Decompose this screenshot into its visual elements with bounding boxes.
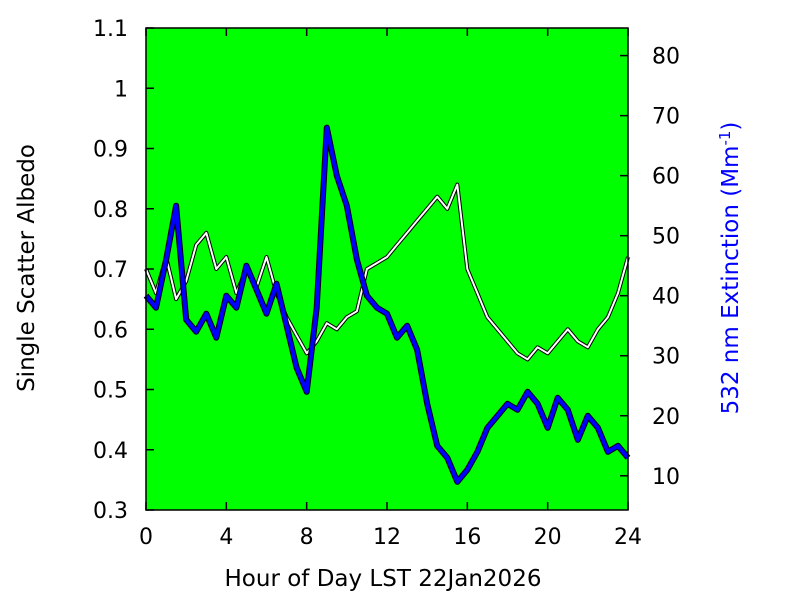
y-left-tick-label: 0.8 xyxy=(93,198,128,223)
y-right-tick-label: 10 xyxy=(652,465,680,490)
y-left-tick-label: 1.1 xyxy=(93,17,128,42)
y-left-tick-label: 0.6 xyxy=(93,318,128,343)
y-axis-right-title-main: 532 nm Extinction (Mm xyxy=(718,146,744,415)
y-left-tick-label: 0.9 xyxy=(93,138,128,163)
y-left-tick-label: 1 xyxy=(114,77,128,102)
x-tick-label: 4 xyxy=(219,525,233,550)
y-axis-right-title-end: ) xyxy=(718,122,744,131)
y-left-tick-label: 0.4 xyxy=(93,439,128,464)
x-tick-label: 24 xyxy=(614,525,642,550)
y-right-tick-label: 30 xyxy=(652,345,680,370)
y-right-tick-label: 70 xyxy=(652,105,680,130)
x-axis: 0 4 8 12 16 20 24 xyxy=(139,28,642,550)
y-right-tick-label: 40 xyxy=(652,285,680,310)
x-axis-title: Hour of Day LST 22Jan2026 xyxy=(225,566,542,592)
y-right-tick-label: 50 xyxy=(652,225,680,250)
y-axis-left: 0.3 0.4 0.5 0.6 0.7 0.8 0.9 1 1.1 xyxy=(93,17,154,524)
y-right-tick-label: 60 xyxy=(652,165,680,190)
albedo-series-line xyxy=(145,183,629,361)
y-axis-left-title: Single Scatter Albedo xyxy=(14,144,40,392)
y-left-tick-label: 0.5 xyxy=(93,379,128,404)
series-layer xyxy=(143,124,631,485)
y-left-tick-label: 0.7 xyxy=(93,258,128,283)
x-tick-label: 16 xyxy=(453,525,481,550)
x-tick-label: 8 xyxy=(300,525,314,550)
y-axis-right: 10 20 30 40 50 60 70 80 xyxy=(620,45,680,490)
extinction-series-line xyxy=(144,125,630,484)
y-right-tick-label: 80 xyxy=(652,45,680,70)
y-axis-right-title-sup: -1 xyxy=(716,131,734,146)
y-right-tick-label: 20 xyxy=(652,405,680,430)
y-left-tick-label: 0.3 xyxy=(93,499,128,524)
x-tick-label: 0 xyxy=(139,525,153,550)
x-tick-label: 20 xyxy=(534,525,562,550)
x-tick-label: 12 xyxy=(373,525,401,550)
y-axis-right-title: 532 nm Extinction (Mm-1) xyxy=(716,122,744,415)
